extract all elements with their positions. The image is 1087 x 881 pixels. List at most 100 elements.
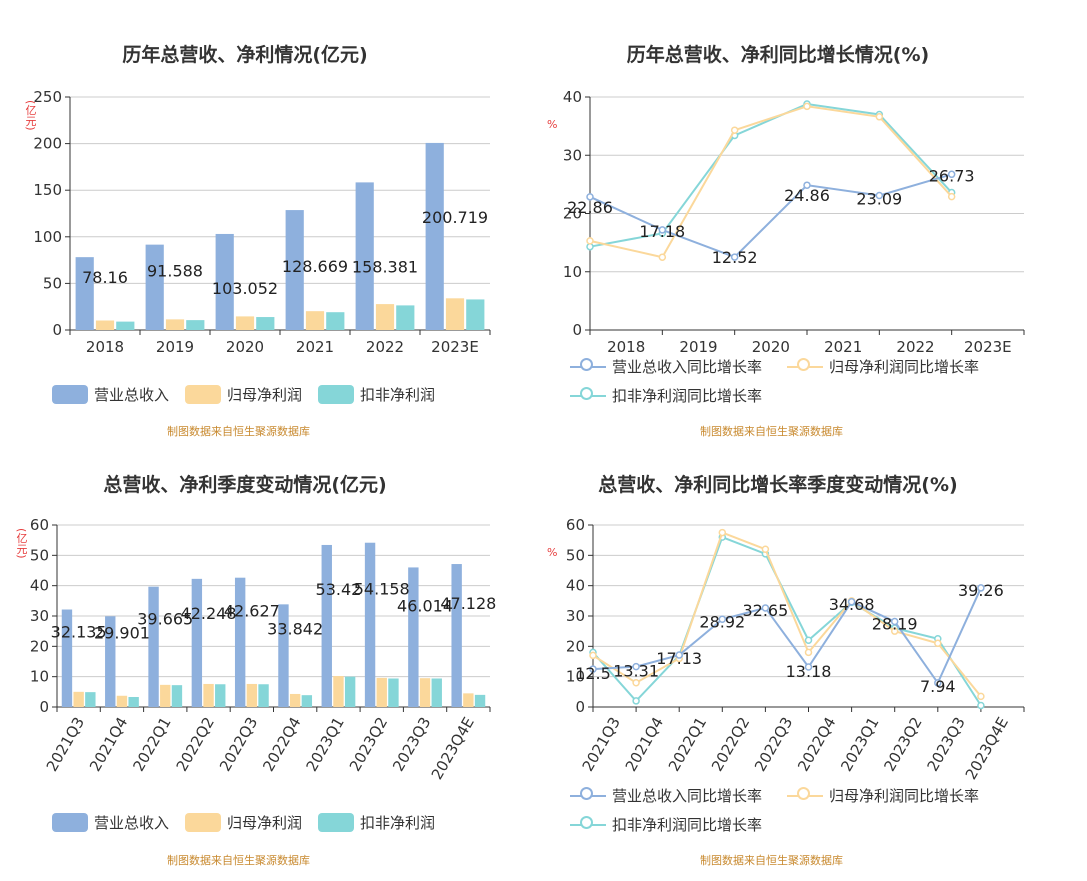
quarterly-amount-chart: 01020304050602021Q32021Q42022Q12022Q2202… [30,516,496,783]
bar [246,683,258,707]
data-point [804,636,813,645]
x-tick-label: 2022Q3 [216,714,261,775]
source-note: 制图数据来自恒生聚源数据库 [700,854,843,867]
y-tick-label: 60 [30,516,49,534]
legend-item-net-profit[interactable]: 归母净利润 [185,812,302,833]
y-tick-label: 20 [30,637,49,655]
legend-item-revenue-growth[interactable]: 营业总收入同比增长率 [570,356,762,377]
x-tick-label: 2021Q4 [86,714,131,775]
bar [203,683,214,707]
x-tick-label: 2020 [752,338,790,356]
x-tick-label: 2022 [366,338,404,356]
legend-item-deducted-profit[interactable]: 扣非净利润 [318,384,435,405]
bar [235,316,255,330]
bar [431,678,442,707]
bar [419,678,431,707]
bar [128,696,139,707]
bar [396,305,415,330]
legend-item-net-profit-growth[interactable]: 归母净利润同比增长率 [787,785,979,806]
data-label: 42.627 [224,602,280,621]
chart-title: 历年总营收、净利情况(亿元) [122,44,368,66]
data-label: 32.65 [742,601,788,620]
series-line [589,105,953,259]
x-tick-label: 2023E [964,338,1012,356]
data-label: 128.669 [282,257,348,276]
data-label: 12.52 [712,248,758,267]
data-point [761,604,770,612]
x-tick-label: 2021Q3 [579,714,624,775]
y-tick-label: 10 [30,668,49,686]
data-label: 32.135 [51,623,107,642]
data-point [761,545,770,554]
x-tick-label: 2021Q4 [622,714,667,775]
legend-item-deducted-profit-growth[interactable]: 扣非净利润同比增长率 [570,385,762,406]
y-tick-label: 0 [52,321,62,339]
bar [145,244,164,330]
data-point [890,617,899,626]
data-point [632,662,640,671]
data-point [804,648,813,657]
y-axis-unit: (亿元) [15,528,28,559]
data-label: 13.18 [786,662,832,681]
legend-item-deducted-profit-growth[interactable]: 扣非净利润同比增长率 [570,814,762,835]
x-tick-label: 2023Q2 [346,714,391,775]
legend-item-net-profit[interactable]: 归母净利润 [185,384,302,405]
legend-item-revenue[interactable]: 营业总收入 [52,812,169,833]
data-label: 47.128 [440,594,496,613]
x-tick-label: 2023Q4E [428,714,478,783]
y-tick-label: 60 [566,516,585,534]
data-label: 200.719 [422,208,488,227]
y-tick-label: 40 [30,577,49,595]
data-label: 17.18 [639,222,685,241]
data-point [730,126,739,134]
bar [278,604,289,707]
data-point [875,113,884,121]
data-label: 22.86 [567,198,613,217]
bar [258,684,269,707]
y-tick-label: 10 [563,263,582,281]
legend-item-deducted-profit[interactable]: 扣非净利润 [318,812,435,833]
y-tick-label: 0 [572,321,582,339]
y-tick-label: 50 [566,546,585,564]
data-point [675,651,683,659]
y-tick-label: 50 [43,274,62,292]
data-label: 42.248 [181,604,237,623]
y-tick-label: 0 [39,698,49,716]
bar [305,311,325,330]
x-tick-label: 2023E [431,338,479,356]
legend-item-net-profit-growth[interactable]: 归母净利润同比增长率 [787,356,979,377]
bar [474,694,486,707]
data-point [890,627,899,635]
bar [85,692,96,707]
bar [301,695,313,707]
bar [116,695,128,707]
y-tick-label: 20 [563,205,582,223]
data-point [718,528,727,537]
bar [425,142,444,330]
x-tick-label: 2023Q4E [962,714,1012,783]
bar [116,321,135,330]
bar [408,567,419,707]
quarterly-growth-panel: 总营收、净利同比增长率季度变动情况(%) % 0 10 20 30 40 50 60 2021… [543,440,1087,881]
data-label: 29.901 [94,623,150,642]
data-point [947,192,956,201]
bar [451,564,462,707]
source-note: 制图数据来自恒生聚源数据库 [167,854,310,867]
data-label: 12.5 [575,664,611,683]
x-tick-label: 2021 [296,338,334,356]
bar [215,684,226,707]
data-label: 33.842 [267,619,323,638]
y-axis-unit: (亿元) [24,100,37,131]
series-line [592,531,982,698]
bar [355,182,374,330]
data-point [730,253,739,261]
bar [186,320,205,330]
legend-item-revenue-growth[interactable]: 营业总收入同比增长率 [570,785,762,806]
legend-item-revenue[interactable]: 营业总收入 [52,384,169,405]
data-label: 23.09 [856,190,902,209]
data-label: 34.68 [829,595,875,614]
data-point [658,226,667,234]
chart-title: 总营收、净利季度变动情况(亿元) [103,474,387,496]
y-tick-label: 10 [566,668,585,686]
data-label: 26.73 [929,166,975,185]
